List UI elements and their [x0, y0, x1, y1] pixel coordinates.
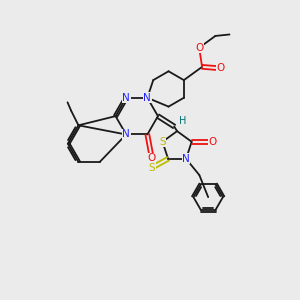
Text: N: N: [143, 93, 151, 103]
Text: O: O: [216, 63, 224, 73]
Text: O: O: [208, 137, 216, 147]
Text: O: O: [148, 153, 156, 163]
Text: N: N: [122, 93, 130, 103]
Text: S: S: [159, 137, 166, 147]
Text: N: N: [182, 154, 190, 164]
Text: H: H: [179, 116, 186, 126]
Text: O: O: [195, 43, 203, 53]
Text: N: N: [122, 130, 130, 140]
Text: S: S: [148, 163, 155, 173]
